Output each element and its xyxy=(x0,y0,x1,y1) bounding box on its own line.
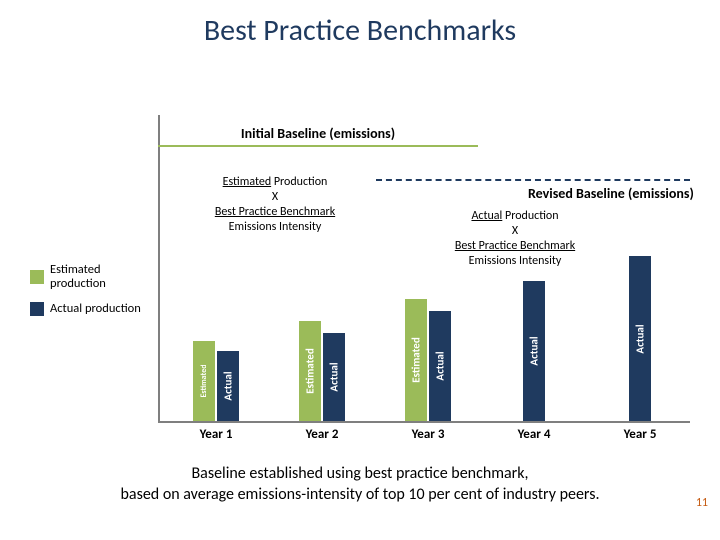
year-group-1: Estimated Actual xyxy=(170,341,262,421)
bar-label-actual: Actual xyxy=(434,351,447,380)
year-group-3: Estimated Actual xyxy=(382,299,474,421)
bar-label-actual: Actual xyxy=(634,324,647,353)
bar-label-estimated: Estimated xyxy=(304,348,317,393)
bar-label-estimated: Estimated xyxy=(410,337,423,382)
x-label-y1: Year 1 xyxy=(170,427,262,442)
bars-container: Estimated Actual Estimated Actual Estimated A… xyxy=(158,115,690,421)
bar-actual-y5: Actual xyxy=(629,256,651,421)
bar-label-actual: Actual xyxy=(222,371,235,400)
legend: Estimated production Actual production xyxy=(30,263,150,326)
legend-label-actual: Actual production xyxy=(50,302,141,316)
bar-actual-y4: Actual xyxy=(523,281,545,421)
bar-estimated-y3: Estimated xyxy=(405,299,427,421)
x-axis xyxy=(158,421,690,423)
legend-swatch-estimated xyxy=(30,270,44,284)
year-group-4: Actual xyxy=(488,281,580,421)
bar-label-estimated: Estimated xyxy=(199,364,209,397)
footer-line2: based on average emissions-intensity of … xyxy=(0,484,720,506)
chart-area: Initial Baseline (emissions) Revised Bas… xyxy=(30,115,690,435)
legend-item-estimated: Estimated production xyxy=(30,263,150,292)
x-label-y5: Year 5 xyxy=(594,427,686,442)
footer-caption: Baseline established using best practice… xyxy=(0,463,720,506)
slide-title: Best Practice Benchmarks xyxy=(0,12,720,49)
year-group-2: Estimated Actual xyxy=(276,321,368,421)
bar-label-actual: Actual xyxy=(328,362,341,391)
bar-actual-y2: Actual xyxy=(323,333,345,421)
bar-estimated-y2: Estimated xyxy=(299,321,321,421)
x-label-y3: Year 3 xyxy=(382,427,474,442)
legend-label-estimated: Estimated production xyxy=(50,263,150,292)
x-label-y4: Year 4 xyxy=(488,427,580,442)
bar-label-actual: Actual xyxy=(528,336,541,365)
legend-swatch-actual xyxy=(30,302,44,316)
footer-line1: Baseline established using best practice… xyxy=(0,463,720,485)
year-group-5: Actual xyxy=(594,256,686,421)
slide-root: Best Practice Benchmarks Initial Baselin… xyxy=(0,0,720,540)
x-label-y2: Year 2 xyxy=(276,427,368,442)
legend-item-actual: Actual production xyxy=(30,302,150,316)
bar-actual-y1: Actual xyxy=(217,351,239,421)
bar-estimated-y1: Estimated xyxy=(193,341,215,421)
bar-actual-y3: Actual xyxy=(429,311,451,421)
page-number: 11 xyxy=(696,496,708,510)
